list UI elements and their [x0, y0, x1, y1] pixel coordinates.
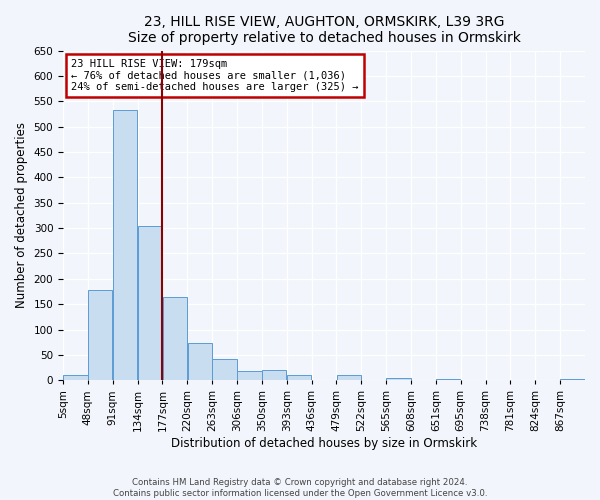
- Bar: [88, 290, 112, 380]
- Bar: [560, 379, 585, 380]
- Bar: [212, 359, 237, 380]
- Bar: [337, 375, 361, 380]
- Bar: [386, 378, 411, 380]
- Bar: [287, 374, 311, 380]
- Bar: [163, 296, 187, 380]
- Text: Contains HM Land Registry data © Crown copyright and database right 2024.
Contai: Contains HM Land Registry data © Crown c…: [113, 478, 487, 498]
- Bar: [138, 226, 162, 380]
- Text: 23 HILL RISE VIEW: 179sqm
← 76% of detached houses are smaller (1,036)
24% of se: 23 HILL RISE VIEW: 179sqm ← 76% of detac…: [71, 59, 358, 92]
- Bar: [113, 110, 137, 380]
- Title: 23, HILL RISE VIEW, AUGHTON, ORMSKIRK, L39 3RG
Size of property relative to deta: 23, HILL RISE VIEW, AUGHTON, ORMSKIRK, L…: [128, 15, 520, 45]
- Y-axis label: Number of detached properties: Number of detached properties: [15, 122, 28, 308]
- X-axis label: Distribution of detached houses by size in Ormskirk: Distribution of detached houses by size …: [171, 437, 477, 450]
- Bar: [64, 375, 88, 380]
- Bar: [238, 370, 262, 380]
- Bar: [262, 370, 286, 380]
- Bar: [188, 344, 212, 380]
